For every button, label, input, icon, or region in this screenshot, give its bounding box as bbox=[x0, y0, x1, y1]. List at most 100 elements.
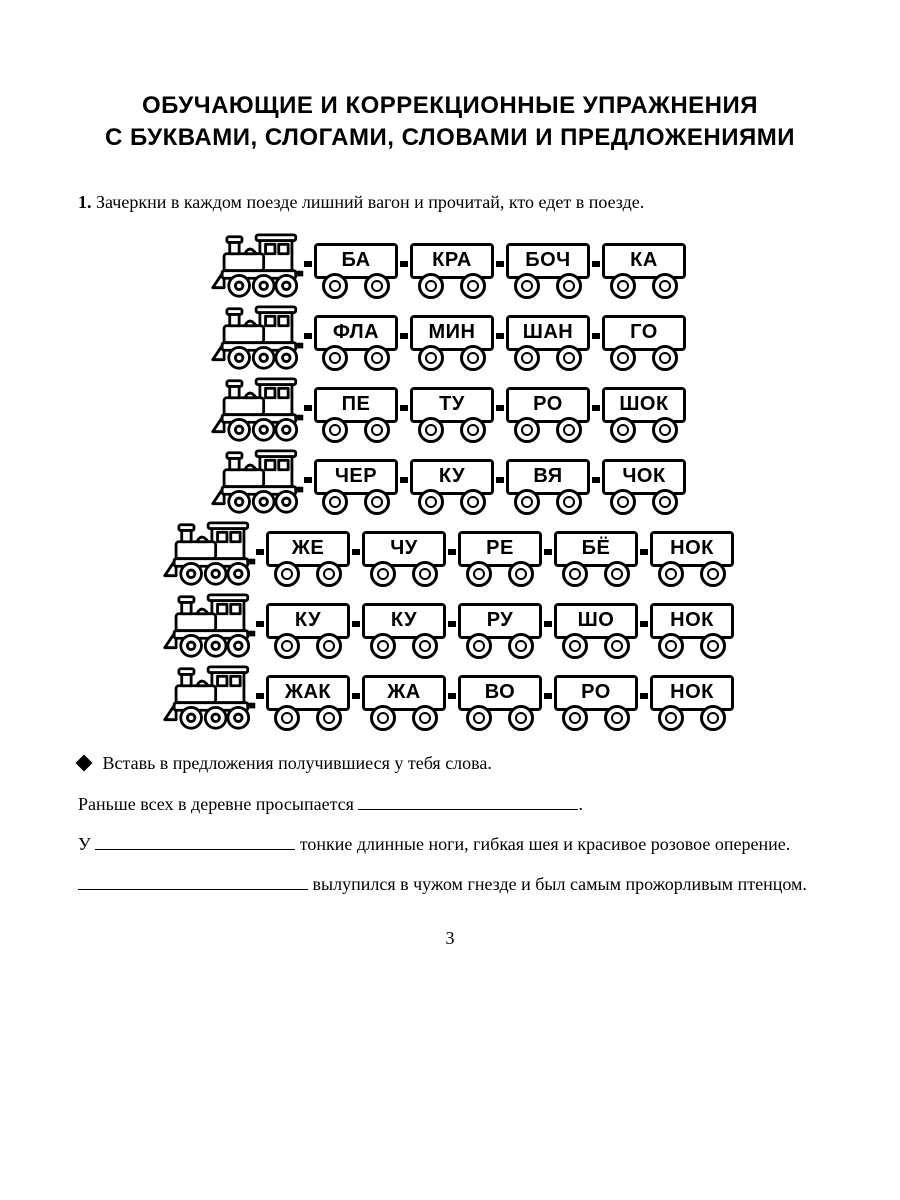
coupler-icon bbox=[592, 477, 600, 483]
wheel-icon bbox=[604, 561, 630, 587]
wagon-label: БОЧ bbox=[506, 243, 590, 279]
coupler-icon bbox=[352, 693, 360, 699]
wagon-label: ЖАК bbox=[266, 675, 350, 711]
wagon[interactable]: КУ bbox=[262, 595, 354, 659]
wheel-icon bbox=[658, 705, 684, 731]
coupler-icon bbox=[304, 261, 312, 267]
wheel-icon bbox=[562, 633, 588, 659]
wheel-icon bbox=[364, 273, 390, 299]
wagon[interactable]: ПЕ bbox=[310, 379, 402, 443]
coupler-icon bbox=[256, 549, 264, 555]
wagon[interactable]: ВО bbox=[454, 667, 546, 731]
wheel-icon bbox=[316, 561, 342, 587]
wagon[interactable]: БА bbox=[310, 235, 402, 299]
coupler-icon bbox=[256, 693, 264, 699]
wagon[interactable]: БОЧ bbox=[502, 235, 594, 299]
title-line-2: С БУКВАМИ, СЛОГАМИ, СЛОВАМИ И ПРЕДЛОЖЕНИ… bbox=[105, 124, 795, 151]
wagon[interactable]: КУ bbox=[406, 451, 498, 515]
sentence-3-b: вылупился в чужом гнезде и был самым про… bbox=[308, 874, 807, 894]
wagon-label: КА bbox=[602, 243, 686, 279]
coupler-icon bbox=[352, 549, 360, 555]
wheel-icon bbox=[460, 345, 486, 371]
wagon[interactable]: ШАН bbox=[502, 307, 594, 371]
wagon[interactable]: РУ bbox=[454, 595, 546, 659]
coupler-icon bbox=[496, 405, 504, 411]
wagon[interactable]: ЖЕ bbox=[262, 523, 354, 587]
wheel-icon bbox=[370, 561, 396, 587]
wagon[interactable]: ЧЕР bbox=[310, 451, 402, 515]
wheel-icon bbox=[412, 561, 438, 587]
wagon[interactable]: БЁ bbox=[550, 523, 642, 587]
coupler-icon bbox=[544, 693, 552, 699]
locomotive-icon bbox=[210, 449, 306, 515]
coupler-icon bbox=[640, 621, 648, 627]
coupler-icon bbox=[496, 261, 504, 267]
wagon[interactable]: ВЯ bbox=[502, 451, 594, 515]
wagon-label: РЕ bbox=[458, 531, 542, 567]
wheel-icon bbox=[556, 345, 582, 371]
wagon-label: РУ bbox=[458, 603, 542, 639]
wagon[interactable]: НОК bbox=[646, 523, 738, 587]
wheel-icon bbox=[514, 273, 540, 299]
wagon-label: ЧЕР bbox=[314, 459, 398, 495]
wagon[interactable]: КУ bbox=[358, 595, 450, 659]
wagon-label: РО bbox=[506, 387, 590, 423]
task-1-text: Зачеркни в каждом поезде лишний вагон и … bbox=[96, 192, 644, 212]
wagon[interactable]: ФЛА bbox=[310, 307, 402, 371]
wheel-icon bbox=[460, 489, 486, 515]
wagon[interactable]: ЧУ bbox=[358, 523, 450, 587]
coupler-icon bbox=[448, 549, 456, 555]
wheel-icon bbox=[700, 633, 726, 659]
wagon-label: РО bbox=[554, 675, 638, 711]
coupler-icon bbox=[400, 261, 408, 267]
wagon[interactable]: НОК bbox=[646, 667, 738, 731]
wagon[interactable]: КРА bbox=[406, 235, 498, 299]
wagon[interactable]: РО bbox=[550, 667, 642, 731]
wagon-label: ГО bbox=[602, 315, 686, 351]
wheel-icon bbox=[274, 705, 300, 731]
wagon[interactable]: РО bbox=[502, 379, 594, 443]
wheel-icon bbox=[556, 489, 582, 515]
wagon-label: ШАН bbox=[506, 315, 590, 351]
wagon-label: ВЯ bbox=[506, 459, 590, 495]
blank-1[interactable] bbox=[358, 791, 578, 810]
diamond-icon bbox=[76, 754, 93, 771]
wheel-icon bbox=[418, 345, 444, 371]
wagon-label: ЧУ bbox=[362, 531, 446, 567]
wheel-icon bbox=[700, 705, 726, 731]
wheel-icon bbox=[556, 273, 582, 299]
wagon[interactable]: ЖА bbox=[358, 667, 450, 731]
blank-3[interactable] bbox=[78, 871, 308, 890]
wagon[interactable]: ШОК bbox=[598, 379, 690, 443]
blank-2[interactable] bbox=[95, 831, 295, 850]
wheel-icon bbox=[322, 417, 348, 443]
wagon[interactable]: ШО bbox=[550, 595, 642, 659]
sentence-2-a: У bbox=[78, 834, 95, 854]
wagon[interactable]: ЖАК bbox=[262, 667, 354, 731]
wheel-icon bbox=[460, 273, 486, 299]
wheel-icon bbox=[514, 489, 540, 515]
wagon[interactable]: ТУ bbox=[406, 379, 498, 443]
sentence-1-a: Раньше всех в деревне просыпается bbox=[78, 794, 358, 814]
wagon[interactable]: ГО bbox=[598, 307, 690, 371]
wheel-icon bbox=[412, 705, 438, 731]
wagon[interactable]: КА bbox=[598, 235, 690, 299]
coupler-icon bbox=[592, 261, 600, 267]
wheel-icon bbox=[508, 561, 534, 587]
wheel-icon bbox=[508, 633, 534, 659]
subtask: Вставь в предложения получившиеся у тебя… bbox=[78, 753, 840, 774]
wagon[interactable]: НОК bbox=[646, 595, 738, 659]
train-row: ЧЕРКУВЯЧОК bbox=[210, 449, 690, 515]
wheel-icon bbox=[556, 417, 582, 443]
wagon[interactable]: МИН bbox=[406, 307, 498, 371]
wheel-icon bbox=[322, 273, 348, 299]
wagon-label: КРА bbox=[410, 243, 494, 279]
coupler-icon bbox=[304, 333, 312, 339]
wheel-icon bbox=[652, 417, 678, 443]
wagon[interactable]: ЧОК bbox=[598, 451, 690, 515]
wagon-label: БА bbox=[314, 243, 398, 279]
wagon-label: КУ bbox=[266, 603, 350, 639]
wagon[interactable]: РЕ bbox=[454, 523, 546, 587]
coupler-icon bbox=[496, 333, 504, 339]
wheel-icon bbox=[562, 705, 588, 731]
